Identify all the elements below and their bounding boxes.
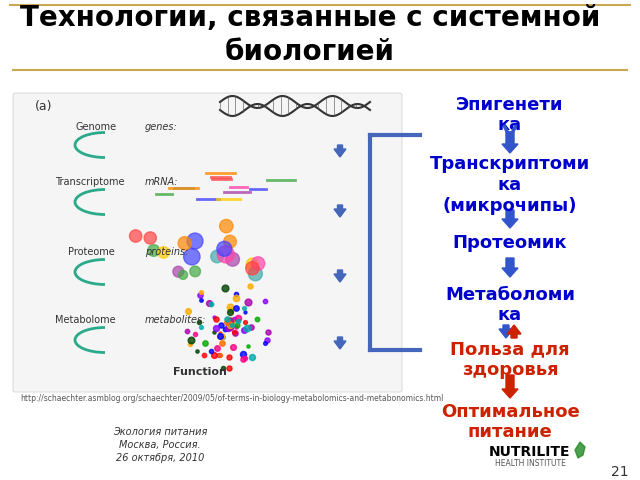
Circle shape [224, 235, 236, 248]
FancyArrow shape [334, 145, 346, 157]
FancyBboxPatch shape [13, 93, 402, 392]
Circle shape [217, 241, 232, 256]
Circle shape [179, 270, 188, 279]
FancyArrow shape [334, 337, 346, 349]
Text: metabolites:: metabolites: [145, 315, 206, 325]
Text: Metabolome: Metabolome [55, 315, 116, 325]
Text: HEALTH INSTITUTE: HEALTH INSTITUTE [495, 459, 565, 468]
Circle shape [178, 237, 191, 250]
Text: http://schaechter.asmblog.org/schaechter/2009/05/of-terms-in-biology-metabolomic: http://schaechter.asmblog.org/schaechter… [20, 394, 444, 403]
Circle shape [190, 266, 200, 277]
Text: NUTRILITE: NUTRILITE [489, 445, 571, 459]
Circle shape [220, 219, 233, 233]
Text: Протеомик: Протеомик [452, 234, 567, 252]
Text: Genome: Genome [75, 122, 116, 132]
Circle shape [217, 246, 234, 263]
Text: Польза для
здоровья: Польза для здоровья [450, 341, 570, 379]
Text: mRNA:: mRNA: [145, 177, 179, 187]
Circle shape [173, 266, 184, 277]
Text: Экология питания
Москва, Россия.
26 октября, 2010: Экология питания Москва, Россия. 26 октя… [113, 427, 207, 463]
FancyArrow shape [502, 132, 518, 153]
Text: Технологии, связанные с системной
биологией: Технологии, связанные с системной биолог… [20, 4, 600, 66]
FancyArrow shape [499, 325, 513, 338]
FancyArrow shape [334, 270, 346, 282]
Circle shape [246, 258, 259, 271]
Circle shape [211, 250, 223, 263]
FancyArrow shape [334, 205, 346, 217]
Text: (a): (a) [35, 100, 52, 113]
Circle shape [248, 267, 262, 281]
Polygon shape [575, 442, 585, 458]
FancyArrow shape [502, 210, 518, 228]
FancyArrow shape [507, 325, 521, 338]
Circle shape [148, 245, 159, 256]
Circle shape [246, 262, 259, 275]
FancyArrow shape [502, 375, 518, 398]
Text: Оптимальное
питание: Оптимальное питание [440, 403, 579, 442]
Circle shape [144, 232, 156, 244]
Text: genes:: genes: [145, 122, 178, 132]
Text: Function: Function [173, 367, 227, 377]
Text: proteins:: proteins: [145, 247, 188, 257]
Text: Метаболоми
ка: Метаболоми ка [445, 286, 575, 324]
Circle shape [184, 249, 200, 265]
Text: 21: 21 [611, 465, 629, 479]
Circle shape [252, 257, 265, 270]
Text: Transcriptome: Transcriptome [55, 177, 125, 187]
Text: Эпигенети
ка: Эпигенети ка [456, 96, 564, 134]
Text: Транскриптоми
ка
(микрочипы): Транскриптоми ка (микрочипы) [430, 155, 590, 215]
FancyArrow shape [502, 258, 518, 277]
Text: Proteome: Proteome [68, 247, 115, 257]
Circle shape [158, 247, 170, 258]
Circle shape [187, 233, 203, 249]
Circle shape [129, 230, 142, 242]
Circle shape [226, 252, 239, 266]
